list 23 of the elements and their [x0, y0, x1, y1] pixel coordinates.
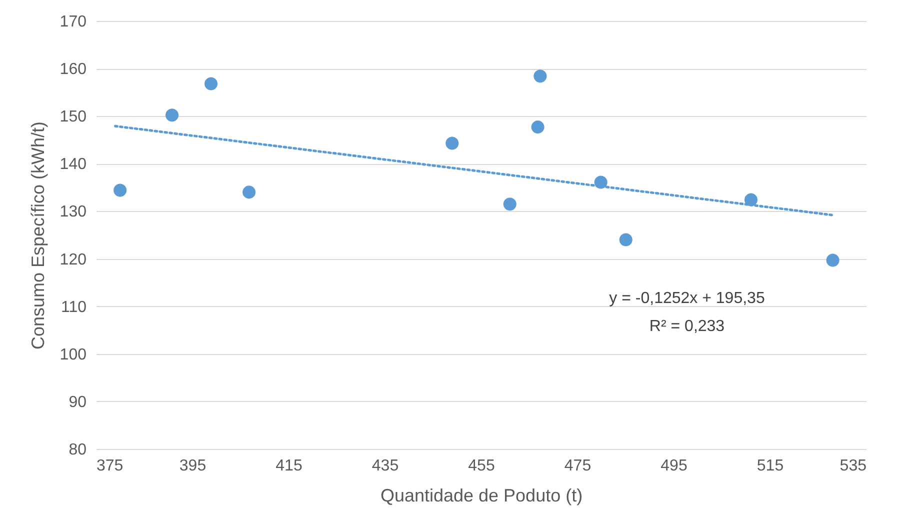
x-tick-label: 515	[756, 458, 784, 474]
y-axis-title: Consumo Específico (kWh/t)	[28, 121, 48, 350]
annotation: y = -0,1252x + 195,35	[609, 290, 765, 307]
y-tick-label: 130	[60, 204, 87, 221]
y-tick-label: 100	[60, 346, 87, 364]
x-axis-title: Quantidade de Poduto (t)	[380, 486, 583, 506]
y-tick-label: 80	[68, 442, 87, 458]
x-tick-label: 395	[179, 458, 206, 474]
y-tick-label: 110	[60, 298, 87, 316]
y-tick-label: 160	[60, 61, 87, 78]
x-tick-label: 455	[468, 458, 495, 474]
x-tick-label: 475	[564, 458, 592, 474]
x-tick-label: 375	[96, 458, 124, 474]
annotation: R² = 0,233	[649, 318, 725, 335]
y-tick-label: 170	[60, 14, 87, 30]
x-tick-label: 535	[840, 458, 867, 474]
y-tick-label: 120	[60, 251, 87, 268]
x-tick-label: 435	[372, 458, 399, 474]
y-tick-label: 140	[60, 156, 87, 174]
y-tick-label: 90	[68, 394, 87, 411]
y-tick-label: 150	[60, 108, 87, 126]
x-tick-label: 495	[660, 458, 688, 474]
x-tick-label: 415	[276, 458, 302, 474]
